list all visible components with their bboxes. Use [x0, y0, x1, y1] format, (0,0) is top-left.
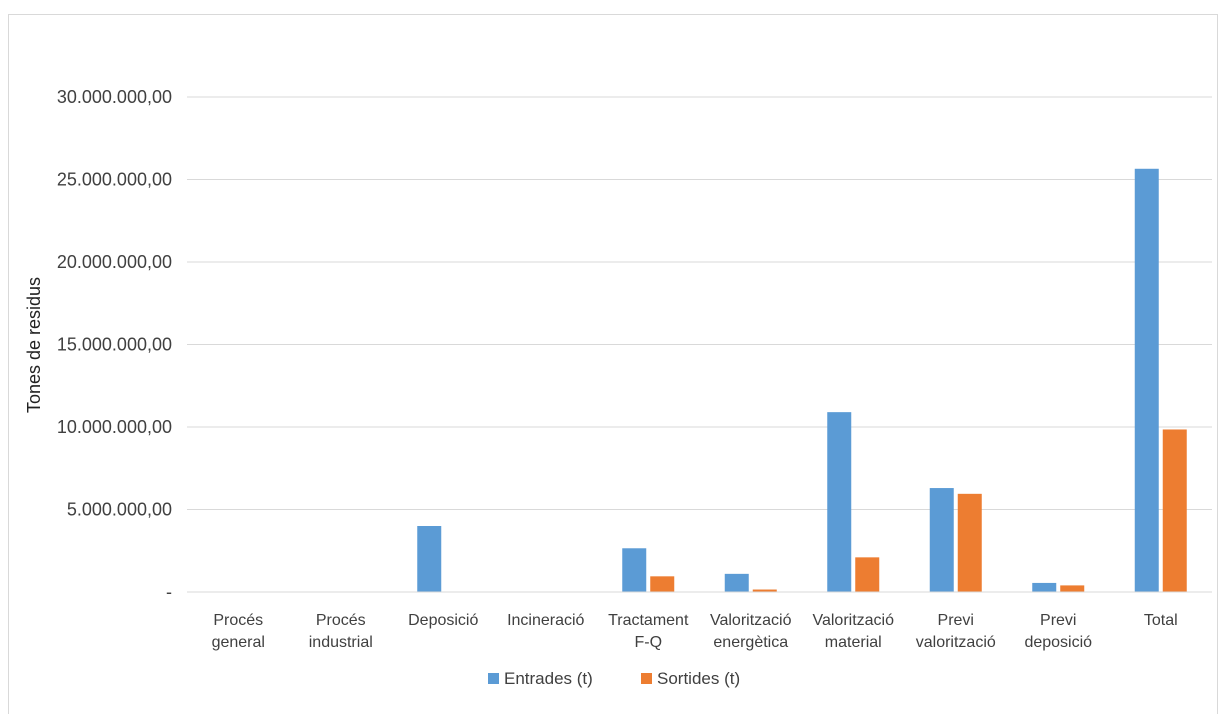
y-tick-label: -	[166, 582, 172, 602]
bar-sortides	[752, 589, 777, 592]
legend: Entrades (t) Sortides (t)	[488, 669, 740, 688]
category-label: Procés industrial	[309, 612, 373, 651]
y-axis-ticks: - 5.000.000,00 10.000.000,00 15.000.000,00 2…	[57, 87, 172, 602]
bar-entrades	[1134, 168, 1159, 592]
bar-sortides	[1060, 585, 1085, 592]
category-label-line: Valorització	[710, 612, 792, 629]
category-label-line: Deposició	[408, 612, 478, 629]
bar-sortides	[855, 557, 880, 592]
category-label-line: Procés	[213, 612, 263, 629]
category-label-line: F-Q	[634, 634, 662, 651]
chart-frame	[8, 14, 1218, 714]
bars	[417, 168, 1187, 592]
category-label: Incineració	[507, 612, 584, 629]
category-label-line: industrial	[309, 634, 373, 651]
category-label-line: Previ	[1040, 612, 1076, 629]
category-label-line: Procés	[316, 612, 366, 629]
category-label-line: material	[825, 634, 882, 651]
y-tick-label: 25.000.000,00	[57, 170, 172, 190]
category-label: Procés general	[212, 612, 265, 651]
bar-sortides	[1162, 429, 1187, 592]
category-label-line: Incineració	[507, 612, 584, 629]
category-label-line: Tractament	[608, 612, 689, 629]
category-label-line: valorització	[916, 634, 996, 651]
category-label: Tractament F-Q	[608, 612, 689, 651]
bar-entrades	[1032, 582, 1057, 592]
legend-label: Sortides (t)	[657, 669, 740, 688]
category-label: Deposició	[408, 612, 478, 629]
y-axis-label: Tones de residus	[24, 277, 44, 413]
bar-sortides	[957, 493, 982, 592]
gridlines	[187, 96, 1212, 510]
category-label: Valorització energètica	[710, 612, 792, 651]
y-tick-label: 30.000.000,00	[57, 87, 172, 107]
legend-swatch	[641, 673, 652, 684]
x-axis-categories: Procés general Procés industrial Deposició In…	[212, 612, 1178, 651]
category-label: Previ valorització	[916, 612, 996, 651]
y-tick-label: 20.000.000,00	[57, 252, 172, 272]
y-tick-label: 10.000.000,00	[57, 417, 172, 437]
category-label-line: energètica	[713, 634, 788, 651]
bar-entrades	[622, 548, 647, 592]
category-label-line: general	[212, 634, 265, 651]
category-label-line: Previ	[938, 612, 974, 629]
category-label: Valorització material	[812, 612, 894, 651]
category-label-line: Total	[1144, 612, 1178, 629]
bar-entrades	[724, 573, 749, 592]
bar-sortides	[650, 576, 675, 592]
bar-entrades	[417, 526, 442, 592]
bar-entrades	[827, 412, 852, 592]
bar-entrades	[929, 488, 954, 592]
category-label: Total	[1144, 612, 1178, 629]
category-label: Previ deposició	[1024, 612, 1092, 651]
y-tick-label: 5.000.000,00	[67, 500, 172, 520]
category-label-line: deposició	[1024, 634, 1092, 651]
legend-label: Entrades (t)	[504, 669, 593, 688]
legend-swatch	[488, 673, 499, 684]
category-label-line: Valorització	[812, 612, 894, 629]
y-tick-label: 15.000.000,00	[57, 335, 172, 355]
